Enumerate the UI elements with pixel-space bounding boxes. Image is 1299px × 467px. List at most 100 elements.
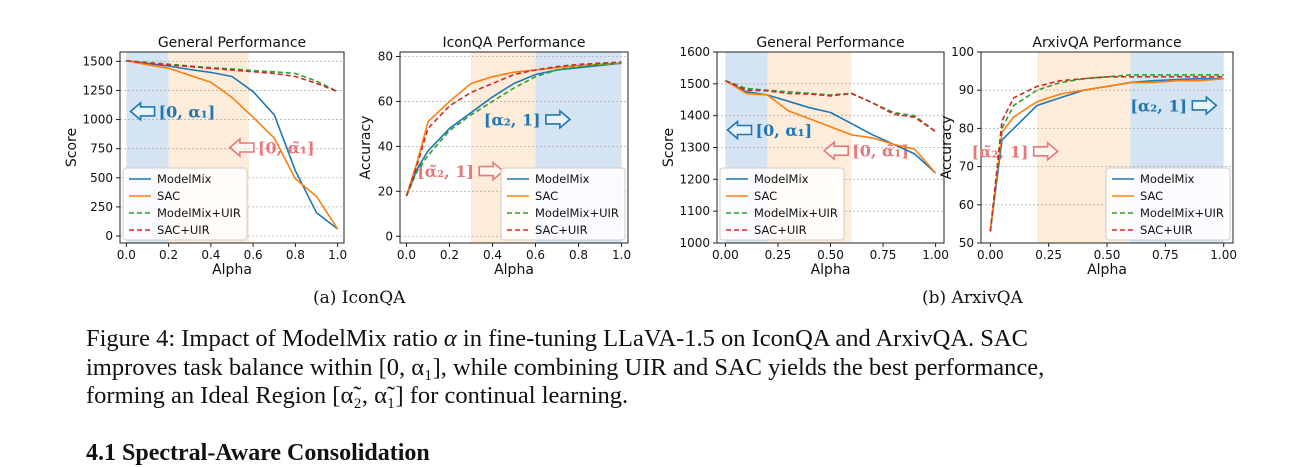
y-tick-label: 60 <box>959 198 974 212</box>
chart-title: IconQA Performance <box>442 35 585 51</box>
series-line-modelmix-plus-uir <box>725 79 937 133</box>
caption-text: Figure 4: Impact of ModelMix ratio <box>86 325 444 352</box>
x-tick-label: 0.00 <box>712 248 739 262</box>
axes-frame <box>119 51 345 244</box>
interval-annotation: [α₂, 1] <box>484 109 572 130</box>
series-line-sac-plus-uir <box>126 59 338 93</box>
legend-label: SAC <box>1140 189 1163 203</box>
y-tick-label: 50 <box>959 236 974 250</box>
y-tick-label: 250 <box>90 200 113 214</box>
legend: ModelMix SAC ModelMix+UIR SAC+UIR <box>719 167 845 241</box>
chart-panel-1: 0.0 0.2 0.4 0.6 0.8 1.0 0 250 500 750 1000 1250 1500… <box>64 35 347 278</box>
legend-label: SAC+UIR <box>535 223 588 237</box>
legend-label: ModelMix+UIR <box>1140 206 1224 220</box>
x-tick-label: 0.8 <box>286 248 305 262</box>
legend: ModelMix SAC ModelMix+UIR SAC+UIR <box>122 167 248 241</box>
interval-label: [0, α₁] <box>756 121 813 140</box>
chart-title: General Performance <box>756 35 904 51</box>
legend-label: SAC+UIR <box>157 223 210 237</box>
caption-text: for continual learning. <box>403 382 629 409</box>
series-line-modelmix <box>405 62 622 197</box>
y-tick-label: 60 <box>378 94 393 108</box>
x-tick-label: 0.4 <box>201 248 220 262</box>
x-tick-label: 1.0 <box>328 248 347 262</box>
chart-title: ArxivQA Performance <box>1032 35 1181 51</box>
caption-text: improves task balance within <box>86 353 379 381</box>
y-tick-label: 100 <box>951 45 974 59</box>
interval-label: [0, α₁] <box>159 102 216 121</box>
y-axis-label: Score <box>661 128 677 167</box>
x-tick-label: 0.6 <box>244 248 263 262</box>
axes-frame <box>399 51 629 244</box>
y-tick-label: 500 <box>90 171 113 185</box>
legend: ModelMix SAC ModelMix+UIR SAC+UIR <box>1105 167 1231 241</box>
caption-line-2: improves task balance within [0, α₁], wh… <box>86 354 1236 383</box>
arrow-right-icon <box>1191 95 1218 116</box>
x-tick-label: 0.50 <box>817 248 844 262</box>
caption-math: [α̃₂, α̃₁] <box>332 382 404 409</box>
x-tick-label: 1.00 <box>922 248 949 262</box>
interval-label: [0, α̃₁] <box>852 142 909 161</box>
x-tick-label: 0.2 <box>159 248 178 262</box>
x-tick-label: 1.00 <box>1210 248 1237 262</box>
y-tick-label: 80 <box>959 121 974 135</box>
arrow-right-icon <box>545 109 572 130</box>
y-tick-label: 20 <box>378 184 393 198</box>
y-tick-label: 1100 <box>679 204 710 218</box>
arrow-right-icon <box>1032 141 1059 162</box>
x-tick-label: 0.0 <box>397 248 416 262</box>
x-axis-label: Alpha <box>494 262 534 278</box>
interval-annotation: [0, α̃₁] <box>822 140 909 161</box>
interval-annotation: [α̃₂, 1] <box>417 160 505 182</box>
y-tick-label: 1000 <box>82 113 113 127</box>
interval-annotation: [0, α₁] <box>726 119 813 141</box>
legend-box <box>500 167 626 241</box>
figure-caption: Figure 4: Impact of ModelMix ratio α in … <box>86 325 1236 411</box>
legend-box <box>122 167 248 241</box>
legend-box <box>719 167 845 241</box>
interval-annotation: [0, α₁] <box>129 101 216 122</box>
legend: ModelMix SAC ModelMix+UIR SAC+UIR <box>500 167 626 241</box>
series-line-sac <box>405 62 622 197</box>
series-line-modelmix-plus-uir <box>989 74 1224 232</box>
interval-label: [α̃₂, 1] <box>417 162 474 181</box>
series-line-sac-plus-uir <box>725 79 937 133</box>
chart-panel-2: 0.0 0.2 0.4 0.6 0.8 1.0 0 20 40 60 80 IconQA Perfor… <box>358 35 631 278</box>
y-tick-label: 80 <box>378 49 393 63</box>
arrow-left-icon <box>726 119 753 141</box>
legend-label: SAC <box>754 189 777 203</box>
chart-title: General Performance <box>158 35 306 51</box>
caption-line-1: Figure 4: Impact of ModelMix ratio α in … <box>86 325 1236 354</box>
arrow-right-icon <box>478 160 505 182</box>
caption-line-3: forming an Ideal Region [α̃₂, α̃₁] for c… <box>86 382 1236 411</box>
y-tick-label: 1500 <box>82 54 113 68</box>
caption-text: , while combining UIR and SAC yields the… <box>440 353 1045 381</box>
x-tick-label: 0.8 <box>569 248 588 262</box>
interval-annotation: [α₂, 1] <box>1130 95 1218 116</box>
legend-label: ModelMix <box>754 172 809 186</box>
x-tick-label: 0.75 <box>870 248 897 262</box>
interval-label: [α₂, 1] <box>1130 96 1187 115</box>
y-tick-label: 1000 <box>679 236 710 250</box>
x-tick-label: 0.0 <box>117 248 136 262</box>
chart-panel-3: 0.00 0.25 0.50 0.75 1.00 1000 1100 1200 1300 1400… <box>661 35 949 278</box>
x-tick-label: 0.50 <box>1094 248 1121 262</box>
figure-charts: 0.0 0.2 0.4 0.6 0.8 1.00250500750100012501500… <box>64 35 1237 278</box>
x-axis-label: Alpha <box>1087 262 1127 278</box>
y-tick-label: 0 <box>385 229 393 243</box>
legend-label: ModelMix+UIR <box>754 206 838 220</box>
caption-math: [0, α₁] <box>378 353 441 381</box>
x-axis-label: Alpha <box>811 262 851 278</box>
arrow-left-icon <box>228 137 255 158</box>
x-tick-label: 0.4 <box>483 248 502 262</box>
caption-math: α <box>443 325 457 352</box>
caption-text: in fine-tuning LLaVA-1.5 on IconQA and A… <box>456 325 1028 352</box>
legend-label: ModelMix+UIR <box>157 206 241 220</box>
x-tick-label: 0.6 <box>526 248 545 262</box>
section-heading: 4.1 Spectral-Aware Consolidation <box>86 440 430 466</box>
legend-label: SAC+UIR <box>754 223 807 237</box>
y-tick-label: 40 <box>378 139 393 153</box>
y-tick-label: 1600 <box>679 45 710 59</box>
x-tick-label: 1.0 <box>612 248 631 262</box>
legend-label: SAC+UIR <box>1140 223 1193 237</box>
